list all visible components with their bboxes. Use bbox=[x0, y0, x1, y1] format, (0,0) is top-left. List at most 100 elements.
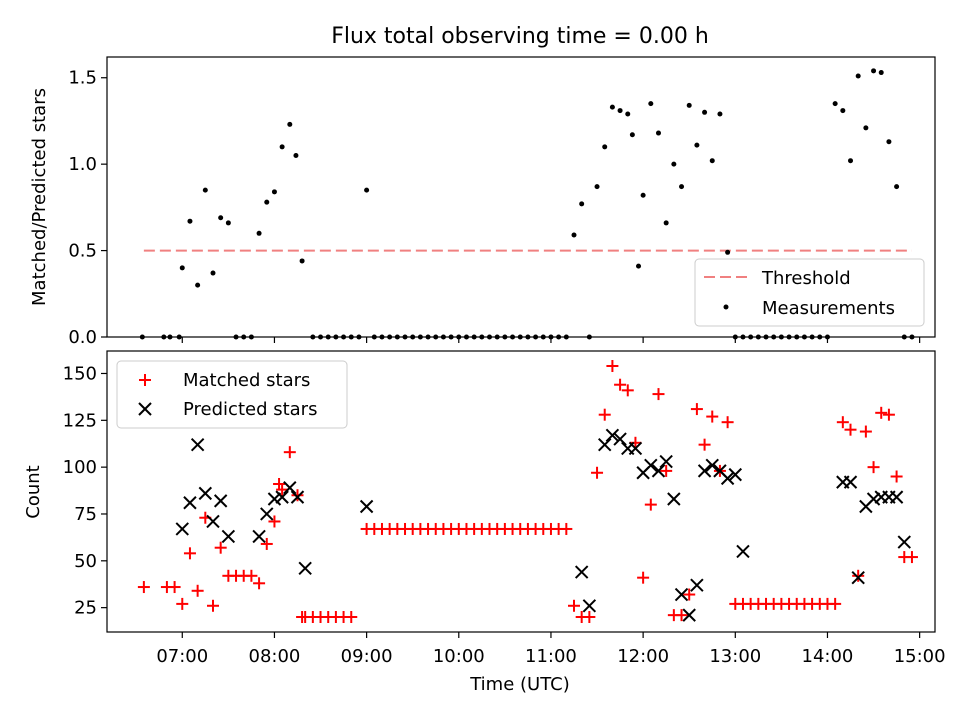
predicted-star-point bbox=[851, 570, 865, 585]
matched-star-point bbox=[706, 410, 719, 423]
measurement-point bbox=[625, 111, 631, 117]
ratio-axes: 0.0 0.5 1.0 1.5 bbox=[68, 68, 921, 348]
y-tick-label: 1.5 bbox=[68, 68, 97, 89]
matched-star-point bbox=[206, 599, 219, 612]
measurement-point bbox=[636, 263, 642, 269]
measurement-point bbox=[256, 230, 262, 236]
predicted-star-point bbox=[659, 454, 673, 469]
count-y-axis-label: Count bbox=[23, 465, 44, 518]
matched-star-point bbox=[137, 581, 150, 594]
measurement-point bbox=[279, 144, 285, 150]
predicted-star-point bbox=[206, 514, 220, 529]
predicted-star-point bbox=[605, 428, 620, 443]
count-axes: 25 50 75 100 125 150 07:00 08:00 09:00 10:00 11:00… bbox=[63, 363, 946, 667]
predicted-star-point bbox=[267, 492, 282, 506]
measurement-point bbox=[648, 101, 654, 107]
matched-star-point bbox=[882, 408, 895, 421]
matched-star-point bbox=[253, 577, 266, 590]
matched-star-point bbox=[168, 581, 181, 594]
predicted-star-point bbox=[697, 464, 712, 478]
x-tick-label: 15:00 bbox=[894, 646, 946, 667]
measurement-point bbox=[287, 121, 293, 127]
measurement-point bbox=[179, 265, 185, 271]
matched-star-point bbox=[614, 378, 627, 391]
predicted-star-point bbox=[866, 492, 881, 506]
measurement-point bbox=[187, 218, 193, 224]
matched-star-point bbox=[637, 571, 650, 584]
matched-star-point bbox=[176, 597, 189, 610]
measurement-point bbox=[871, 68, 877, 74]
measurement-point bbox=[579, 201, 585, 207]
matched-star-point bbox=[260, 537, 273, 550]
measurement-point bbox=[655, 130, 661, 136]
measurement-point bbox=[364, 187, 370, 193]
measurement-point bbox=[863, 125, 869, 131]
matched-star-point bbox=[245, 569, 258, 582]
measurement-point bbox=[594, 184, 600, 190]
matched-star-point bbox=[621, 384, 634, 397]
predicted-star-point bbox=[628, 441, 643, 456]
legend-threshold-label: Threshold bbox=[761, 268, 851, 289]
measurement-point bbox=[679, 184, 685, 190]
measurement-point bbox=[702, 109, 708, 115]
measurement-point bbox=[894, 184, 900, 190]
measurement-point bbox=[617, 108, 623, 114]
count-legend-box bbox=[116, 360, 348, 429]
matched-star-point bbox=[690, 403, 703, 416]
matched-star-point bbox=[283, 446, 296, 459]
matched-star-point bbox=[560, 522, 573, 535]
predicted-star-point bbox=[613, 432, 627, 446]
predicted-star-point bbox=[260, 507, 274, 521]
x-tick-label: 08:00 bbox=[249, 646, 301, 667]
predicted-star-point bbox=[728, 467, 743, 482]
matched-star-point bbox=[345, 611, 358, 624]
count-legend: Matched stars Predicted stars bbox=[116, 360, 348, 429]
legend-measurements-label: Measurements bbox=[762, 298, 895, 319]
count-plot-marks bbox=[137, 359, 918, 624]
matched-star-point bbox=[629, 436, 642, 449]
y-tick-label: 0.5 bbox=[68, 241, 97, 262]
x-tick-label: 14:00 bbox=[802, 646, 854, 667]
y-tick-label: 75 bbox=[74, 504, 97, 525]
legend-matched-swatch bbox=[139, 374, 151, 386]
matched-star-point bbox=[583, 611, 596, 624]
matched-star-point bbox=[867, 461, 880, 474]
matched-star-point bbox=[606, 359, 619, 372]
measurement-point bbox=[640, 192, 646, 198]
measurement-point bbox=[210, 270, 216, 276]
matched-star-point bbox=[721, 416, 734, 429]
y-tick-label: 25 bbox=[74, 598, 97, 619]
measurement-point bbox=[848, 158, 854, 164]
ratio-legend: Threshold Measurements bbox=[694, 258, 925, 327]
measurement-point bbox=[694, 142, 700, 148]
measurement-point bbox=[264, 199, 270, 205]
predicted-star-point bbox=[889, 490, 904, 504]
x-tick-label: 07:00 bbox=[156, 646, 208, 667]
measurement-point bbox=[840, 108, 846, 114]
measurement-point bbox=[663, 220, 669, 226]
measurement-point bbox=[878, 70, 884, 76]
matched-star-point bbox=[890, 470, 903, 483]
predicted-star-point bbox=[598, 437, 612, 452]
y-tick-label: 0.0 bbox=[68, 327, 97, 348]
x-tick-label: 12:00 bbox=[617, 646, 669, 667]
matched-star-point bbox=[859, 425, 872, 438]
legend-matched-label: Matched stars bbox=[183, 370, 310, 391]
predicted-star-point bbox=[175, 522, 189, 536]
ratio-plot-frame bbox=[106, 56, 936, 338]
ratio-legend-box bbox=[694, 258, 925, 327]
predicted-star-point bbox=[183, 496, 197, 510]
predicted-star-point bbox=[198, 486, 213, 501]
matched-star-point bbox=[852, 569, 865, 582]
measurement-point bbox=[886, 139, 892, 145]
matched-star-point bbox=[567, 599, 580, 612]
predicted-star-point bbox=[582, 599, 597, 613]
matched-star-point bbox=[276, 483, 289, 496]
matched-star-point bbox=[268, 515, 281, 528]
predicted-star-point bbox=[667, 492, 681, 506]
measurement-point bbox=[629, 132, 635, 138]
measurement-point bbox=[717, 111, 723, 117]
predicted-star-point bbox=[221, 529, 236, 544]
x-tick-label: 11:00 bbox=[525, 646, 577, 667]
measurement-point bbox=[602, 144, 608, 150]
